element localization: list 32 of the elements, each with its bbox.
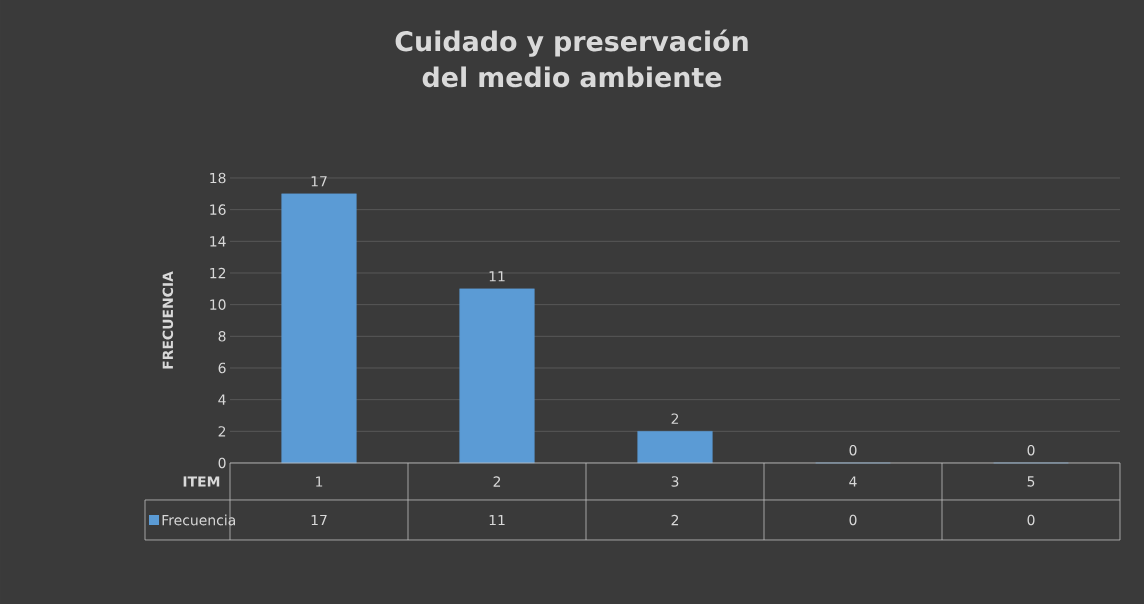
y-tick-label: 0 bbox=[218, 457, 226, 469]
x-tick-label: 5 bbox=[1027, 476, 1035, 487]
x-tick-label: 2 bbox=[493, 476, 501, 487]
x-tick-label: 1 bbox=[316, 476, 323, 487]
y-tick-label: 14 bbox=[210, 236, 226, 247]
data-label: 0 bbox=[849, 514, 857, 526]
y-tick-label: 2 bbox=[218, 426, 226, 437]
data-label: 0 bbox=[1027, 514, 1035, 526]
y-tick-label: 10 bbox=[210, 299, 226, 310]
y-tick-label: 4 bbox=[218, 394, 226, 405]
y-axis-title: FRECUENCIA bbox=[162, 271, 174, 369]
y-tick-label: 8 bbox=[218, 331, 226, 342]
y-tick-label: 12 bbox=[210, 267, 226, 279]
y-tick-label: 6 bbox=[218, 362, 226, 374]
text: 2 bbox=[671, 413, 679, 424]
data-label: 2 bbox=[671, 514, 679, 526]
y-tick-label: 18 bbox=[210, 172, 226, 184]
y-tick-label: 16 bbox=[210, 204, 226, 215]
x-tick-label: 3 bbox=[671, 476, 679, 487]
text: 11 bbox=[489, 271, 505, 282]
chart-title: Cuidado y preservación del medio ambiente bbox=[395, 29, 748, 88]
data-label: 11 bbox=[489, 514, 505, 526]
bar bbox=[637, 431, 713, 464]
bar bbox=[459, 288, 535, 464]
data-label: 17 bbox=[311, 514, 327, 526]
x-axis-title: ITEM bbox=[183, 476, 220, 487]
x-tick-label: 4 bbox=[849, 476, 857, 487]
legend-label: Frecuencia bbox=[162, 514, 235, 526]
text: 17 bbox=[311, 176, 327, 187]
bar bbox=[281, 193, 357, 464]
text: 0 bbox=[1027, 444, 1035, 456]
text: 0 bbox=[849, 444, 857, 456]
